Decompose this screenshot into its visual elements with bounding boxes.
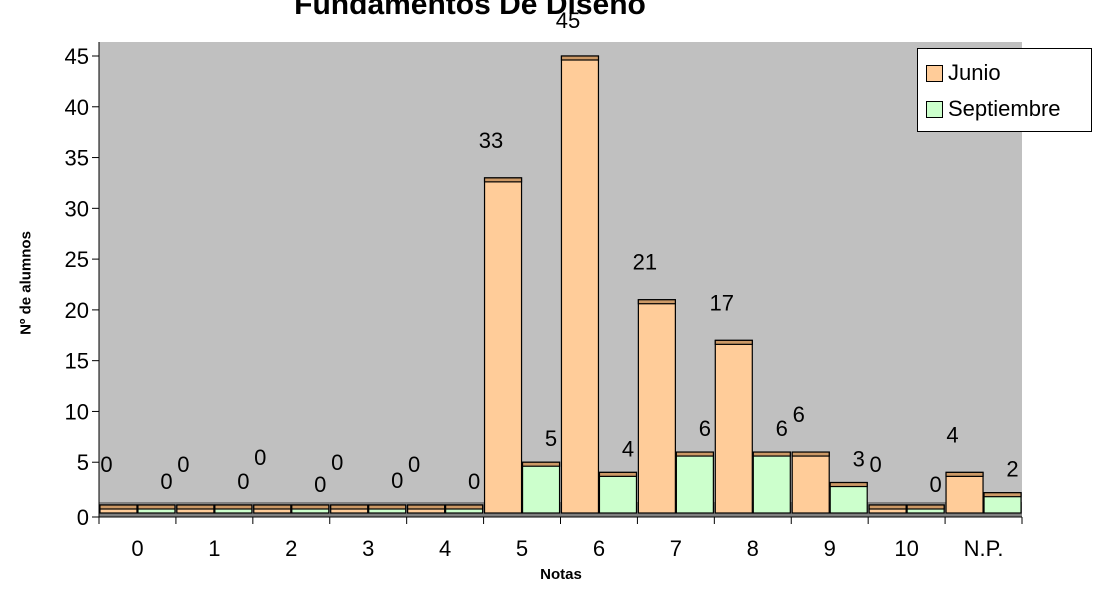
bar-top-septiembre-10 bbox=[906, 504, 945, 510]
bar-junio-5 bbox=[483, 177, 523, 514]
y-tick-label: 25 bbox=[65, 247, 89, 272]
y-tick-label: 20 bbox=[65, 298, 89, 323]
legend-item-junio: Junio bbox=[926, 59, 1001, 87]
data-label-septiembre-5: 5 bbox=[545, 426, 557, 451]
x-tick-label: 5 bbox=[516, 536, 528, 561]
x-tick-label: 6 bbox=[593, 536, 605, 561]
chart-floor bbox=[99, 502, 1022, 517]
data-label-junio-4: 0 bbox=[408, 452, 420, 477]
bar-septiembre-8 bbox=[752, 451, 791, 514]
bar-top-junio-N.P. bbox=[945, 471, 984, 477]
bar-top-junio-7 bbox=[637, 299, 676, 305]
bar-top-septiembre-7 bbox=[675, 451, 714, 457]
bar-top-septiembre-2 bbox=[291, 504, 330, 510]
x-tick-label: 10 bbox=[894, 536, 918, 561]
bar-top-septiembre-3 bbox=[368, 504, 407, 510]
legend-swatch-junio bbox=[926, 64, 943, 82]
bar-junio-6 bbox=[560, 55, 600, 514]
bar-septiembre-9 bbox=[829, 481, 868, 514]
legend: Junio Septiembre bbox=[917, 48, 1092, 132]
data-label-septiembre-2: 0 bbox=[314, 472, 326, 497]
bar-junio-9 bbox=[791, 451, 830, 514]
bar-top-septiembre-1 bbox=[214, 504, 253, 510]
y-tick-label: 10 bbox=[65, 399, 89, 424]
bar-junio-8 bbox=[714, 339, 753, 514]
data-label-junio-2: 0 bbox=[254, 445, 266, 470]
bar-top-septiembre-N.P. bbox=[983, 492, 1022, 498]
data-label-septiembre-10: 0 bbox=[930, 472, 942, 497]
bar-septiembre-6 bbox=[598, 471, 638, 514]
bar-top-junio-1 bbox=[176, 504, 215, 510]
data-label-septiembre-0: 0 bbox=[160, 469, 172, 494]
data-label-junio-1: 0 bbox=[177, 452, 189, 477]
x-tick-label: 3 bbox=[362, 536, 374, 561]
bar-top-junio-9 bbox=[791, 451, 830, 457]
data-label-septiembre-3: 0 bbox=[391, 468, 403, 493]
bar-top-junio-6 bbox=[560, 55, 600, 61]
data-label-septiembre-N.P.: 2 bbox=[1006, 457, 1018, 482]
data-label-junio-7: 21 bbox=[633, 250, 657, 275]
y-tick-label: 35 bbox=[65, 146, 89, 171]
data-label-septiembre-6: 4 bbox=[622, 436, 634, 461]
bar-top-junio-4 bbox=[407, 504, 446, 510]
x-tick-label: 0 bbox=[131, 536, 143, 561]
y-axis-label: Nº de alumnos bbox=[17, 231, 35, 335]
data-label-junio-0: 0 bbox=[100, 452, 112, 477]
y-tick-label: 0 bbox=[77, 505, 89, 530]
data-label-septiembre-9: 3 bbox=[853, 447, 865, 472]
bar-top-junio-0 bbox=[99, 504, 138, 510]
bar-top-septiembre-0 bbox=[137, 504, 176, 510]
x-tick-label: 4 bbox=[439, 536, 451, 561]
bar-top-septiembre-4 bbox=[445, 504, 484, 510]
data-label-septiembre-4: 0 bbox=[468, 469, 480, 494]
plot-area bbox=[99, 42, 1022, 517]
bar-top-junio-10 bbox=[868, 504, 907, 510]
chart-title: Fundamentos De Diseño bbox=[294, 0, 646, 21]
bar-septiembre-7 bbox=[675, 451, 714, 514]
x-tick-label: 1 bbox=[208, 536, 220, 561]
data-label-junio-3: 0 bbox=[331, 450, 343, 475]
bar-top-junio-3 bbox=[330, 504, 369, 510]
y-tick-label: 40 bbox=[65, 95, 89, 120]
data-label-junio-8: 17 bbox=[710, 290, 734, 315]
y-tick-label: 30 bbox=[65, 196, 89, 221]
legend-item-septiembre: Septiembre bbox=[926, 95, 1061, 123]
bar-septiembre-5 bbox=[521, 461, 561, 514]
y-tick-label: 45 bbox=[65, 44, 89, 69]
legend-label-septiembre: Septiembre bbox=[948, 96, 1061, 121]
bars-layer bbox=[99, 55, 1022, 514]
legend-swatch-septiembre bbox=[926, 100, 943, 118]
y-ticks-layer: 0 5 10 15 20 25 30 35 40 45 bbox=[65, 44, 99, 530]
y-tick-label: 5 bbox=[77, 450, 89, 475]
data-label-junio-10: 0 bbox=[870, 452, 882, 477]
data-label-septiembre-1: 0 bbox=[237, 469, 249, 494]
bar-top-septiembre-8 bbox=[752, 451, 791, 457]
bar-top-septiembre-6 bbox=[598, 471, 638, 477]
data-label-junio-6: 45 bbox=[556, 8, 580, 33]
x-tick-label: 2 bbox=[285, 536, 297, 561]
y-tick-label: 15 bbox=[65, 349, 89, 374]
data-label-septiembre-8: 6 bbox=[776, 416, 788, 441]
bar-top-junio-5 bbox=[483, 177, 523, 183]
data-label-junio-5: 33 bbox=[479, 128, 503, 153]
x-tick-label: 9 bbox=[824, 536, 836, 561]
bar-junio-N.P. bbox=[945, 471, 984, 514]
bar-top-junio-8 bbox=[714, 339, 753, 345]
bar-junio-7 bbox=[637, 299, 676, 514]
data-label-junio-9: 6 bbox=[793, 402, 805, 427]
bar-top-septiembre-9 bbox=[829, 481, 868, 488]
data-label-junio-N.P.: 4 bbox=[946, 422, 958, 447]
x-tick-label: N.P. bbox=[964, 536, 1004, 561]
x-tick-label: 7 bbox=[670, 536, 682, 561]
data-label-septiembre-7: 6 bbox=[699, 416, 711, 441]
x-ticks-layer: 0 1 2 3 4 5 6 7 8 9 10 N.P. bbox=[98, 517, 1023, 561]
bar-top-junio-2 bbox=[253, 504, 292, 510]
legend-label-junio: Junio bbox=[948, 60, 1001, 85]
x-axis-label: Notas bbox=[540, 566, 582, 583]
bar-top-septiembre-5 bbox=[521, 461, 561, 467]
x-tick-label: 8 bbox=[747, 536, 759, 561]
